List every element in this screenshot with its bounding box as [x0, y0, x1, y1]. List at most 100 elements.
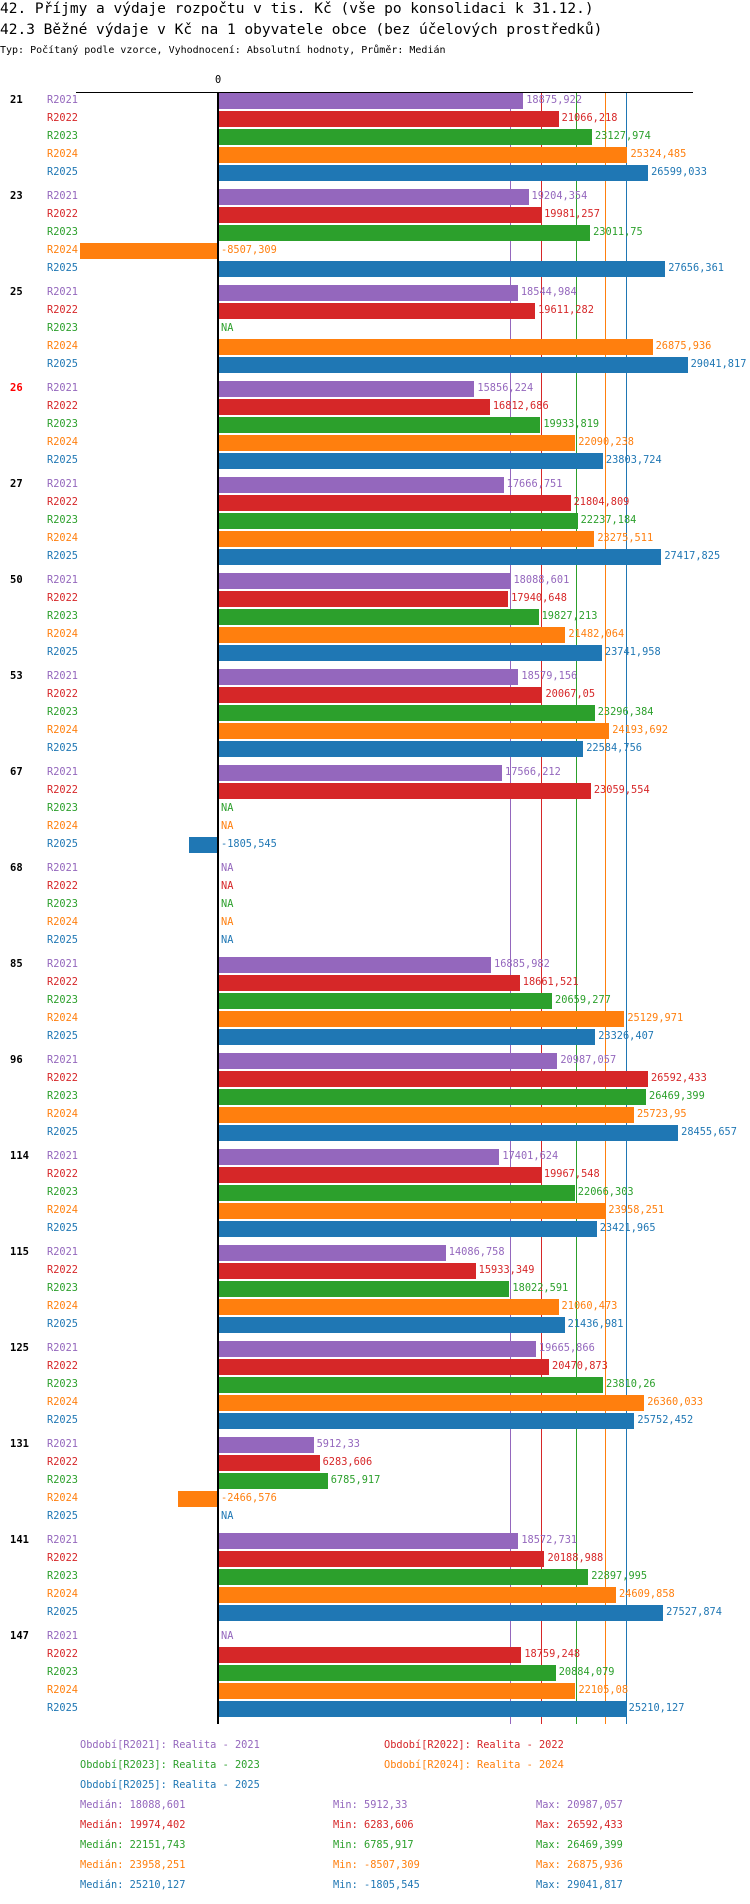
bar-r2025 [218, 1221, 597, 1237]
value-label: -8507,309 [221, 244, 277, 256]
series-label: R2025 [47, 1510, 78, 1522]
group-label: 114 [10, 1150, 29, 1162]
zero-tick-label: 0 [215, 74, 222, 86]
series-label: R2025 [47, 1414, 78, 1426]
series-label: R2024 [47, 1588, 78, 1600]
bar-r2021 [218, 1341, 536, 1357]
bar-r2021 [218, 669, 519, 685]
stat-label: Min: [333, 1819, 364, 1831]
stat-min-r2023: Min: 6785,917 [333, 1840, 414, 1850]
value-label: 24609,858 [618, 1588, 675, 1600]
series-label: R2023 [47, 706, 78, 718]
value-label: 23421,965 [599, 1222, 656, 1234]
value-label: 28455,657 [681, 1126, 737, 1138]
series-label: R2025 [47, 742, 78, 754]
stat-value: 5912,33 [364, 1799, 408, 1811]
value-label: 26360,033 [647, 1396, 704, 1408]
bar-r2024 [218, 1587, 616, 1603]
stat-min-r2024: Min: -8507,309 [333, 1860, 420, 1870]
na-label: NA [221, 880, 234, 892]
stat-value: 6283,606 [364, 1819, 414, 1831]
series-label: R2024 [47, 340, 78, 352]
stat-value: -8507,309 [364, 1859, 420, 1871]
bar-r2024 [218, 435, 576, 451]
na-label: NA [221, 862, 234, 874]
series-label: R2025 [47, 934, 78, 946]
value-label: 18579,156 [521, 670, 578, 682]
bar-r2024 [218, 1395, 645, 1411]
bar-r2021 [218, 381, 475, 397]
series-label: R2024 [47, 1396, 78, 1408]
bar-r2022 [218, 303, 536, 319]
bar-r2025 [218, 1317, 565, 1333]
bar-r2021 [218, 1149, 500, 1165]
series-label: R2025 [47, 1702, 78, 1714]
median-line-r2025 [626, 92, 627, 1724]
series-label: R2024 [47, 1492, 78, 1504]
series-label: R2025 [47, 1606, 78, 1618]
bar-r2023 [218, 129, 592, 145]
bar-r2024 [218, 723, 610, 739]
value-label: 19981,257 [544, 208, 600, 220]
group-label: 67 [10, 766, 23, 778]
series-label: R2022 [47, 1360, 78, 1372]
stat-label: Max: [536, 1879, 567, 1891]
bar-r2024 [218, 1203, 606, 1219]
value-label: 20067,05 [545, 688, 596, 700]
series-label: R2025 [47, 1318, 78, 1330]
series-label: R2023 [47, 1378, 78, 1390]
value-label: 27527,874 [666, 1606, 722, 1618]
stat-median-r2021: Medián: 18088,601 [80, 1800, 185, 1810]
stat-value: 20987,057 [567, 1799, 623, 1811]
na-label: NA [221, 1630, 234, 1642]
stat-median-r2022: Medián: 19974,402 [80, 1820, 185, 1830]
value-label: 23011,75 [593, 226, 643, 238]
value-label: -2466,576 [221, 1492, 277, 1504]
series-label: R2023 [47, 1090, 78, 1102]
group-label: 27 [10, 478, 23, 490]
series-label: R2024 [47, 1204, 78, 1216]
bar-r2024 [80, 243, 218, 259]
group-label: 141 [10, 1534, 29, 1546]
series-label: R2022 [47, 400, 78, 412]
series-label: R2021 [47, 190, 78, 202]
series-label: R2023 [47, 1570, 78, 1582]
bar-r2025 [218, 453, 603, 469]
na-label: NA [221, 916, 234, 928]
group-label: 23 [10, 190, 23, 202]
bar-r2025 [218, 645, 602, 661]
bar-r2023 [218, 705, 595, 721]
value-label: 22066,303 [577, 1186, 634, 1198]
series-label: R2024 [47, 1108, 78, 1120]
series-label: R2024 [47, 244, 78, 256]
bar-r2025 [218, 357, 688, 373]
bar-r2022 [218, 495, 571, 511]
series-label: R2023 [47, 898, 78, 910]
series-label: R2021 [47, 766, 78, 778]
stat-label: Min: [333, 1839, 364, 1851]
series-label: R2021 [47, 478, 78, 490]
series-label: R2022 [47, 1648, 78, 1660]
value-label: 25324,485 [630, 148, 687, 160]
stat-label: Min: [333, 1859, 364, 1871]
stat-max-r2023: Max: 26469,399 [536, 1840, 623, 1850]
value-label: 25752,452 [637, 1414, 694, 1426]
series-label: R2022 [47, 496, 78, 508]
series-label: R2025 [47, 454, 78, 466]
series-label: R2023 [47, 418, 78, 430]
series-label: R2024 [47, 916, 78, 928]
stat-label: Min: [333, 1799, 364, 1811]
bar-r2022 [218, 1455, 320, 1471]
value-label: 22090,238 [578, 436, 634, 448]
series-label: R2023 [47, 1474, 78, 1486]
bar-r2023 [218, 1185, 575, 1201]
bar-r2021 [218, 189, 529, 205]
bar-r2024 [218, 627, 566, 643]
na-label: NA [221, 820, 234, 832]
value-label: 15933,349 [478, 1264, 535, 1276]
stat-value: 22151,743 [129, 1839, 186, 1851]
stat-label: Max: [536, 1799, 567, 1811]
bar-r2023 [218, 513, 578, 529]
series-label: R2024 [47, 436, 78, 448]
group-label: 21 [10, 94, 23, 106]
